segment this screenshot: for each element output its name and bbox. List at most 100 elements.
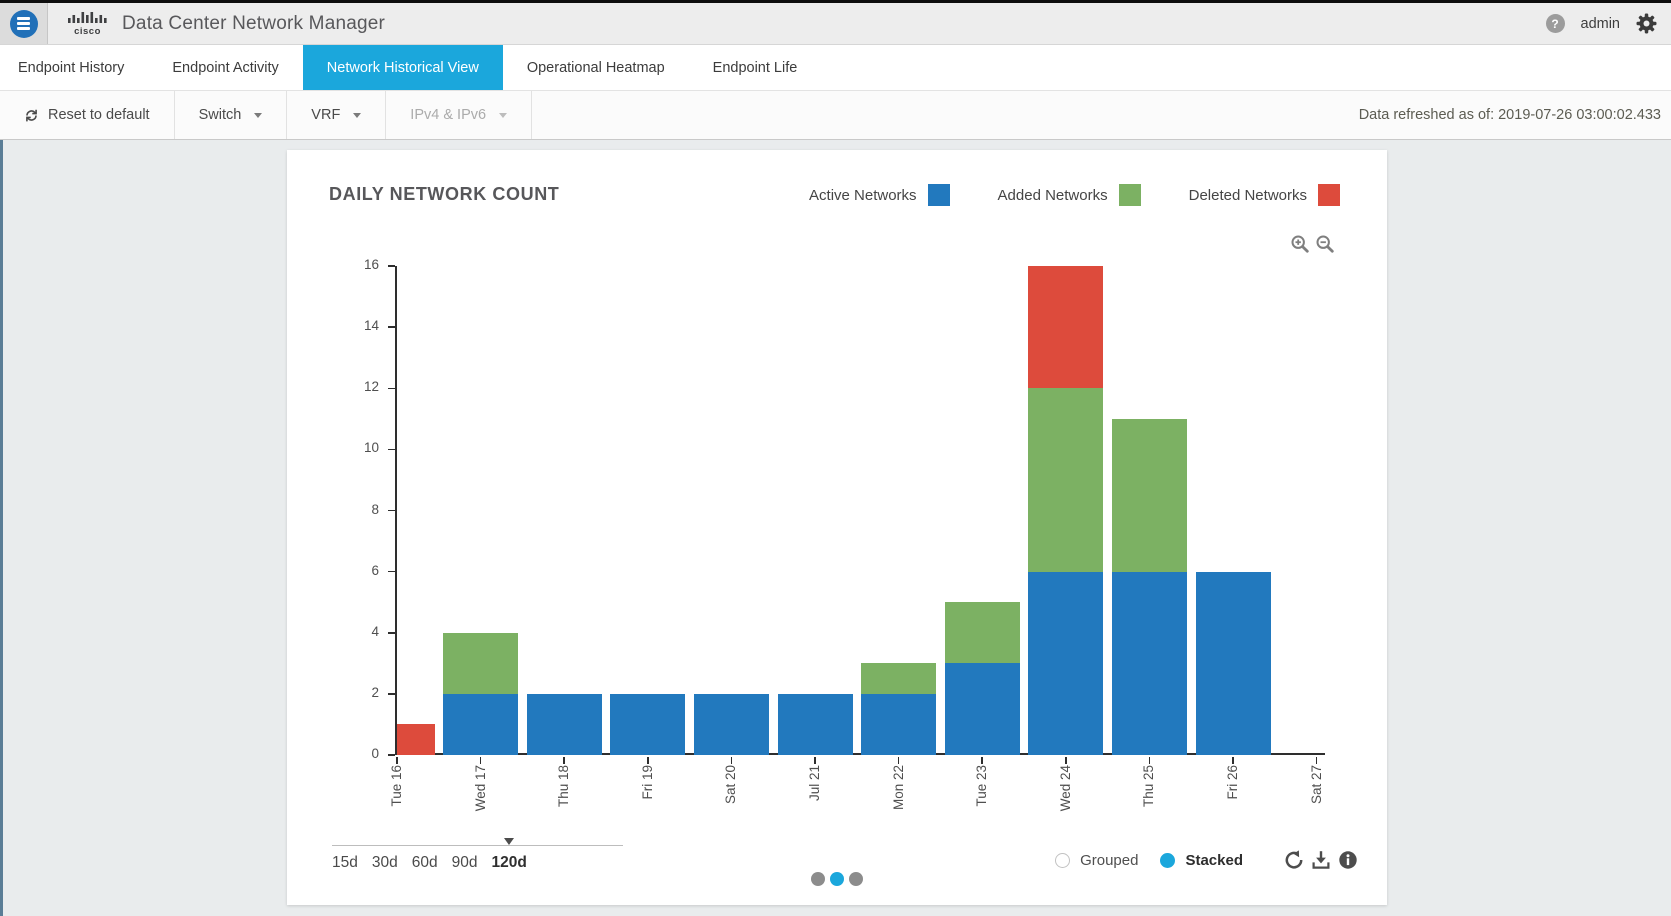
x-axis-label: Thu 25 [1141,765,1157,808]
range-option-30d[interactable]: 30d [371,854,398,871]
bar-segment-added-networks[interactable] [443,632,519,694]
legend-swatch [1118,184,1141,206]
legend-label: Active Networks [809,186,917,204]
dropdown-switch[interactable]: Switch [175,91,288,139]
bar-segment-deleted-networks[interactable] [397,724,435,755]
tab-endpoint-activity[interactable]: Endpoint Activity [172,60,279,76]
range-option-90d[interactable]: 90d [451,854,478,871]
bar-segment-added-networks[interactable] [1111,418,1187,572]
bar-segment-active-networks[interactable] [777,693,853,755]
carousel-dot-2[interactable] [830,872,844,886]
x-axis-label: Tue 16 [389,765,404,807]
carousel-dot-1[interactable] [811,872,825,886]
tab-endpoint-history[interactable]: Endpoint History [18,60,125,76]
x-axis-label: Wed 24 [1057,765,1073,812]
dropdown-switch-label: Switch [198,107,242,123]
range-option-15d[interactable]: 15d [332,854,358,871]
bar-segment-active-networks[interactable] [1195,571,1271,755]
dropdown-vrf[interactable]: VRF [287,91,387,139]
y-axis-label: 10 [363,440,379,456]
mode-label: Stacked [1185,851,1243,869]
bar-segment-active-networks[interactable] [1028,571,1104,755]
x-axis-label: Tue 23 [974,765,990,807]
cisco-logo: cisco [65,10,109,37]
radio-stacked-selected [1160,852,1176,868]
y-axis-label: 4 [371,623,379,639]
download-icon[interactable] [1311,850,1331,870]
hamburger-icon [9,9,38,38]
bar-segment-active-networks[interactable] [526,693,602,755]
x-axis-label: Mon 22 [890,765,906,811]
x-axis-tick [897,757,900,764]
tab-operational-heatmap[interactable]: Operational Heatmap [526,60,665,76]
y-axis-tick [388,326,395,328]
y-axis-label: 14 [363,318,379,334]
app-header: cisco Data Center Network Manager ? admi… [0,3,1671,45]
y-axis-label: 6 [371,562,379,578]
x-axis-label: Sat 27 [1308,765,1324,805]
filter-toolbar: Reset to default Switch VRF IPv4 & IPv6 Da… [0,91,1671,140]
carousel-dot-3[interactable] [849,872,863,886]
dropdown-vrf-label: VRF [311,107,341,123]
help-icon[interactable]: ? [1545,14,1565,33]
mode-grouped[interactable]: Grouped [1055,852,1138,869]
bar-segment-active-networks[interactable] [443,693,519,755]
legend-item-deleted-networks[interactable]: Deleted Networks [1189,184,1340,206]
legend-label: Deleted Networks [1188,186,1307,204]
x-axis-tick [1232,757,1234,764]
range-option-60d[interactable]: 60d [411,854,438,871]
reset-to-default-label: Reset to default [48,107,150,123]
zoom-in-icon[interactable] [1290,234,1310,254]
y-axis-tick [388,448,395,451]
range-selector: 15d 30d 60d 90d 120d [332,838,623,872]
bar-segment-deleted-networks[interactable] [1028,266,1104,389]
svg-text:cisco: cisco [74,26,101,37]
reset-to-default-button[interactable]: Reset to default [0,91,175,139]
zoom-out-icon[interactable] [1315,234,1335,254]
legend-item-active-networks[interactable]: Active Networks [809,184,950,206]
info-icon[interactable] [1338,850,1358,870]
user-menu[interactable]: admin [1580,15,1621,32]
chevron-down-icon [353,112,362,118]
selected-range-caret-icon [504,838,515,845]
y-axis-label: 16 [363,257,379,272]
y-axis-tick [388,387,395,389]
x-axis-tick [1315,757,1318,764]
bar-segment-active-networks[interactable] [861,693,937,755]
bar-segment-added-networks[interactable] [1028,388,1104,572]
x-axis-tick [1065,757,1067,764]
x-axis-tick [563,757,565,764]
bar-segment-added-networks[interactable] [944,602,1020,664]
gear-icon[interactable] [1636,13,1657,34]
x-axis-tick [981,757,983,764]
data-refreshed-status: Data refreshed as of: 2019-07-26 03:00:0… [1358,107,1661,123]
y-axis-tick [388,509,395,512]
y-axis-tick [388,754,395,756]
rotate-ccw-icon[interactable] [1284,850,1304,870]
bar-segment-active-networks[interactable] [693,693,769,755]
bar-segment-active-networks[interactable] [1111,571,1187,755]
legend-item-added-networks[interactable]: Added Networks [998,184,1141,206]
collapsed-sidebar-strip[interactable] [0,140,3,916]
bar-segment-added-networks[interactable] [861,663,937,694]
chart-title: DAILY NETWORK COUNT [329,184,560,204]
bar-segment-active-networks[interactable] [944,663,1020,755]
chart-zoom-controls [1290,234,1335,254]
mode-stacked[interactable]: Stacked [1160,852,1243,869]
dropdown-ipv4-ipv6: IPv4 & IPv6 [386,91,533,139]
tab-endpoint-life[interactable]: Endpoint Life [712,60,798,76]
x-axis-tick [814,757,816,764]
x-axis-tick [730,757,733,764]
legend-swatch [927,184,950,206]
x-axis-label: Thu 18 [556,765,572,808]
range-option-120d[interactable]: 120d [492,838,527,872]
bar-segment-active-networks[interactable] [610,693,686,755]
tab-network-historical-view[interactable]: Network Historical View [302,45,503,90]
x-axis-tick [396,757,398,764]
y-axis-tick [388,632,395,634]
x-axis-tick [1148,757,1151,764]
legend-swatch [1318,184,1340,206]
legend-label: Added Networks [997,186,1108,204]
menu-button[interactable] [0,3,48,44]
x-axis-label: Fri 19 [639,765,655,800]
